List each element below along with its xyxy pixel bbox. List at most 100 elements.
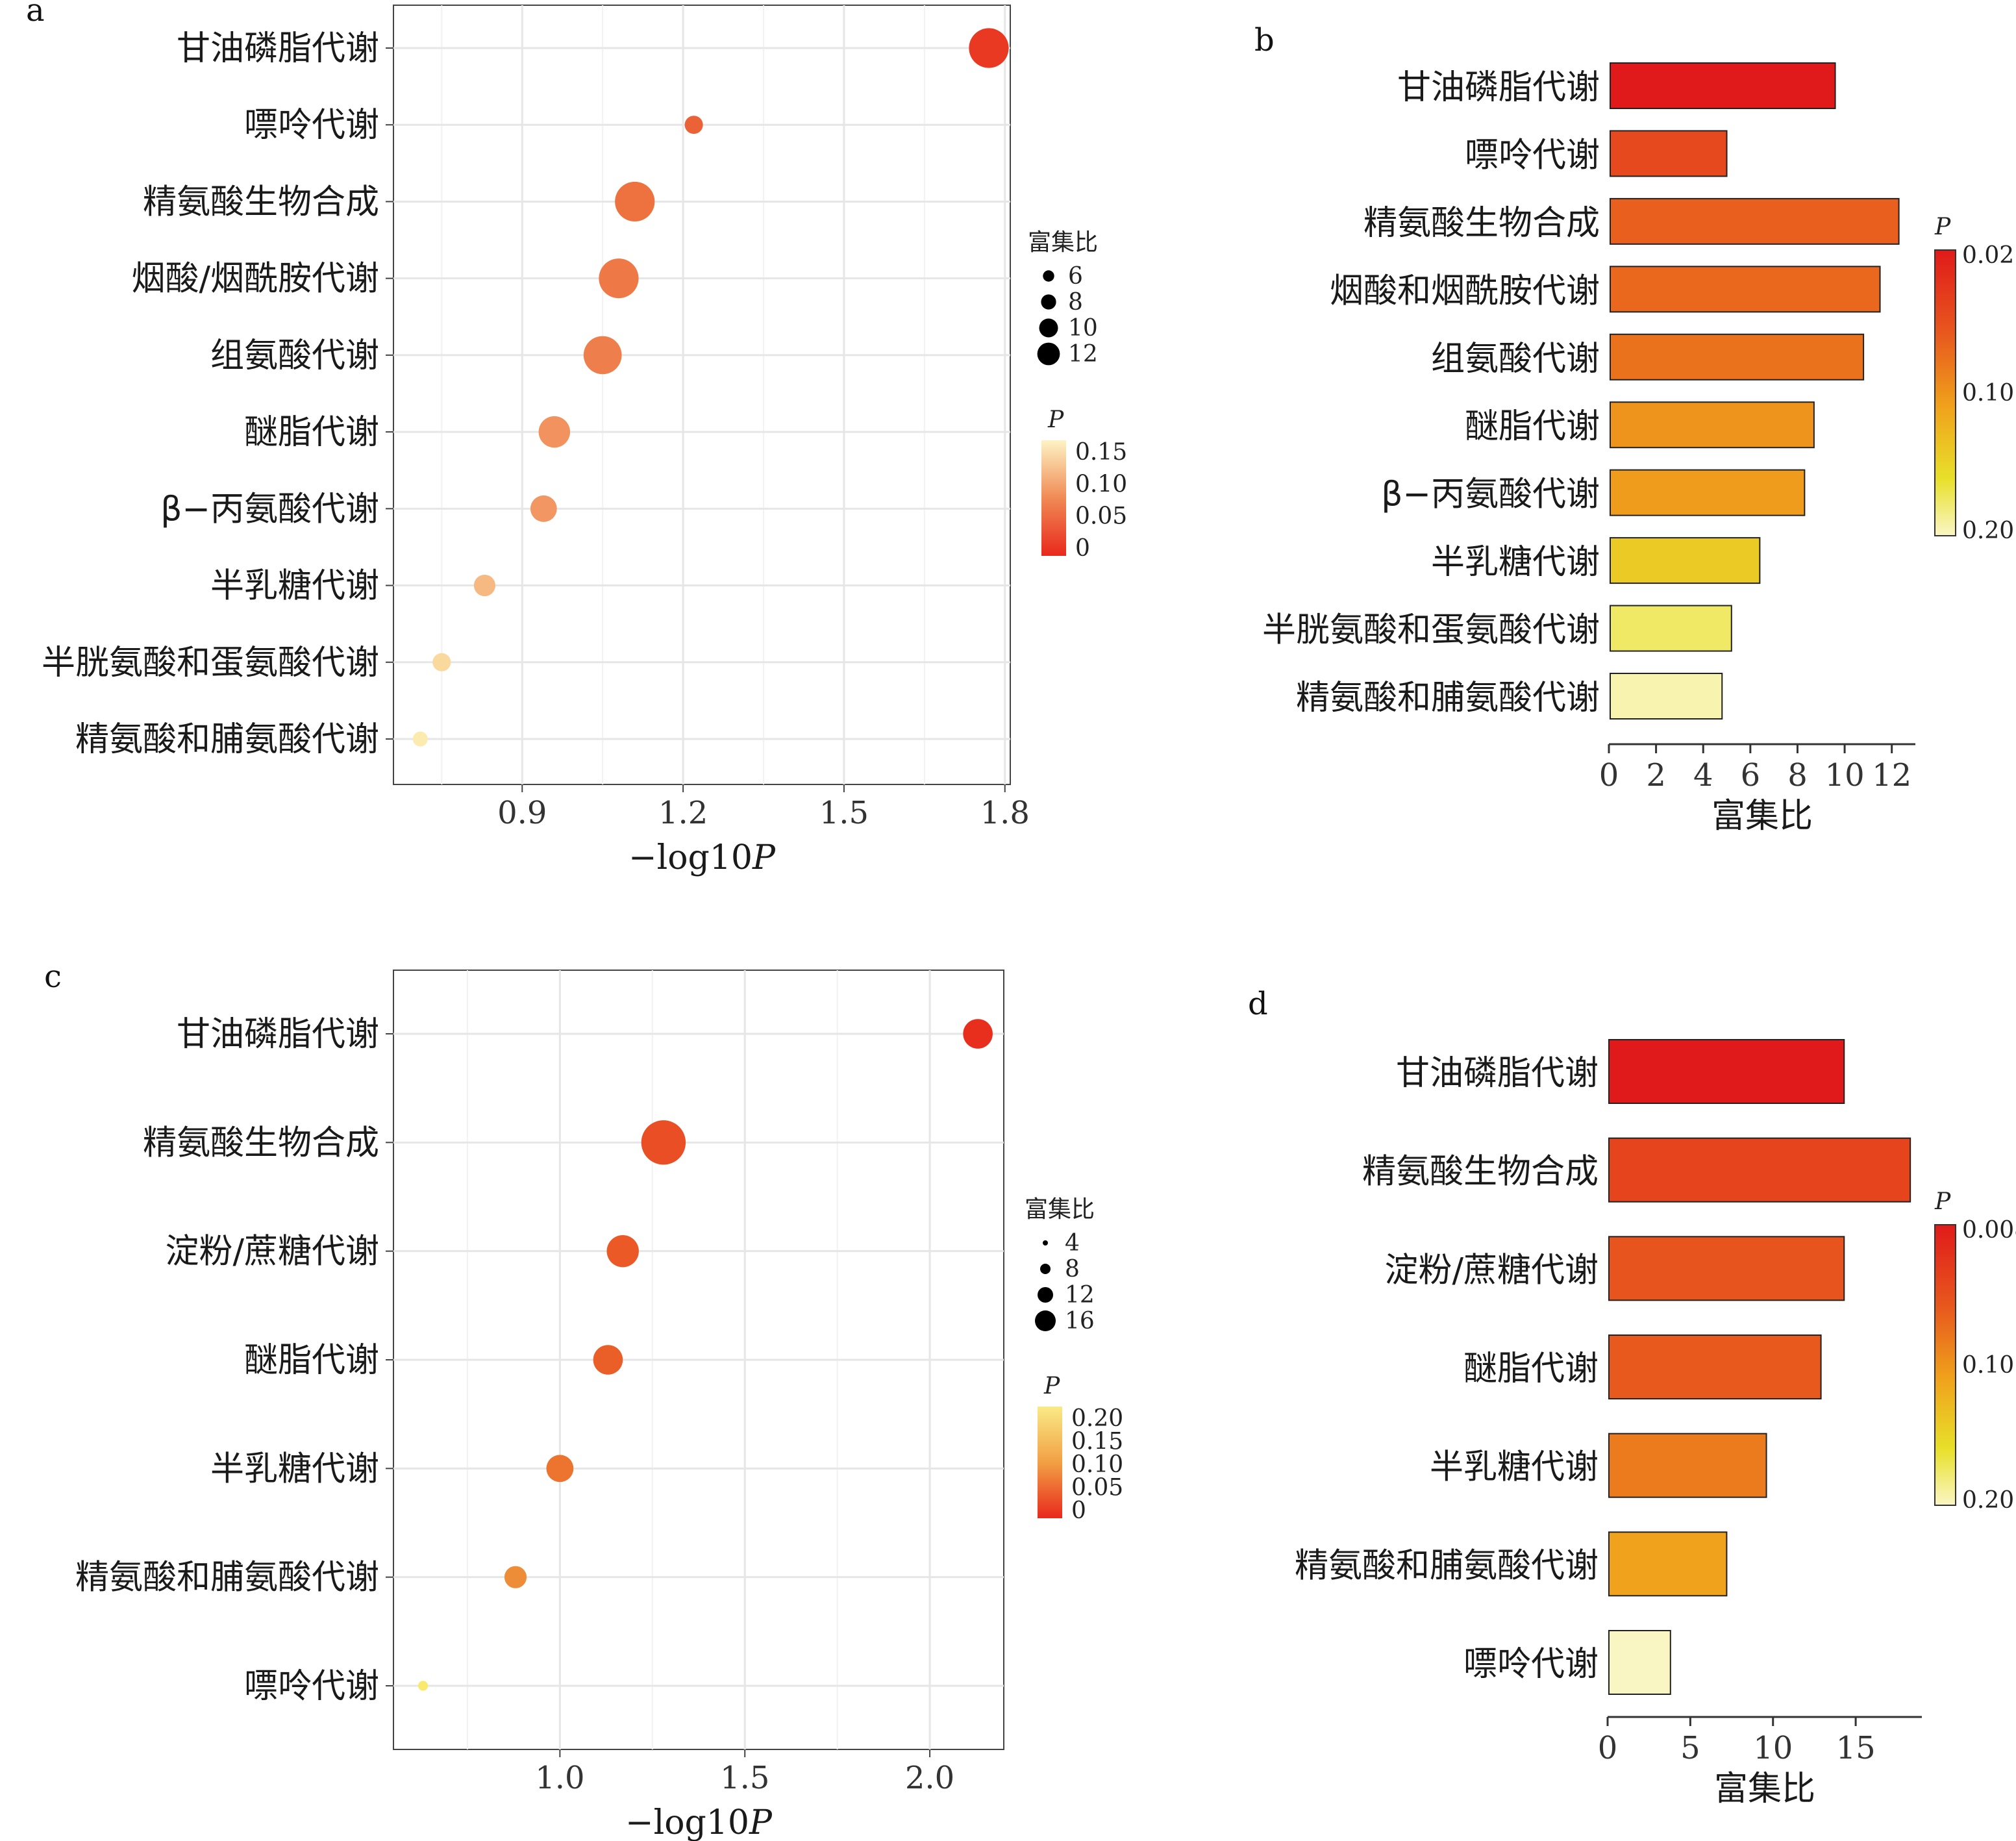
category-label: 组氨酸代谢	[1431, 340, 1600, 379]
category-label: 半胱氨酸和蛋氨酸代谢	[42, 644, 379, 683]
x-tick-label: 8	[1787, 757, 1808, 794]
data-point	[615, 181, 655, 222]
x-tick-label: 0	[1598, 1730, 1618, 1766]
data-point	[417, 1681, 429, 1691]
bar	[1610, 333, 1865, 381]
bar	[1610, 62, 1836, 109]
color-legend-tick: 0	[1071, 1497, 1086, 1524]
x-tick-label: 15	[1836, 1730, 1876, 1766]
category-label: 精氨酸生物合成	[1363, 204, 1600, 243]
panel-label-a: a	[26, 0, 45, 29]
x-tick-label: 4	[1693, 757, 1713, 794]
data-point	[432, 653, 451, 671]
color-legend-title: P	[1047, 407, 1064, 433]
bar	[1610, 401, 1815, 449]
color-legend-tick: 0.10	[1962, 380, 2014, 407]
data-point	[583, 336, 622, 375]
x-tick-label: 10	[1753, 1730, 1793, 1766]
x-axis-label: 富集比	[1711, 797, 1813, 836]
category-label: 组氨酸代谢	[210, 336, 379, 375]
category-label: 烟酸和烟酰胺代谢	[1330, 271, 1600, 310]
color-legend-title: P	[1043, 1373, 1060, 1399]
category-label: 醚脂代谢	[244, 413, 379, 452]
color-legend-tick: 0.15	[1075, 439, 1127, 466]
data-point	[593, 1345, 623, 1375]
x-tick-label: 0	[1599, 757, 1619, 794]
category-label: 半乳糖代谢	[210, 567, 379, 606]
data-point	[684, 116, 703, 134]
bar	[1608, 1630, 1671, 1695]
bar	[1608, 1236, 1845, 1301]
x-tick-label: 1.5	[819, 795, 869, 831]
x-tick-label: 1.8	[980, 795, 1030, 831]
category-label: 半乳糖代谢	[1430, 1448, 1599, 1487]
data-point	[606, 1234, 639, 1268]
color-legend-tick: 0.20	[1071, 1405, 1123, 1432]
size-legend-dot	[1037, 342, 1060, 366]
color-legend-tick: 0	[1075, 535, 1090, 562]
data-point	[504, 1566, 527, 1588]
category-label: 精氨酸生物合成	[143, 182, 379, 221]
bar	[1608, 1039, 1845, 1104]
x-axis-label-italic: P	[749, 1803, 773, 1841]
x-axis-label-text: −log10	[628, 838, 753, 877]
x-axis-label: 富集比	[1714, 1770, 1815, 1809]
panel-label-b: b	[1254, 22, 1275, 58]
category-label: 精氨酸和脯氨酸代谢	[1295, 1546, 1599, 1585]
x-tick-label: 1.5	[720, 1760, 769, 1796]
data-point	[641, 1120, 686, 1165]
bar-chart-d: 甘油磷脂代谢精氨酸生物合成淀粉/蔗糖代谢醚脂代谢半乳糖代谢精氨酸和脯氨酸代谢嘌呤…	[1295, 1039, 2016, 1809]
color-legend-tick: 0.10	[1962, 1352, 2014, 1379]
bar	[1610, 197, 1900, 245]
category-label: 醚脂代谢	[1465, 407, 1600, 446]
size-legend-dot	[1035, 1310, 1056, 1331]
x-tick-label: 0.9	[497, 795, 547, 831]
panel-label-c: c	[44, 958, 62, 995]
color-legend-bar	[1041, 440, 1066, 556]
color-legend-tick: 0.15	[1071, 1429, 1123, 1455]
category-label: 半乳糖代谢	[210, 1449, 379, 1488]
x-tick-label: 1.0	[535, 1760, 584, 1796]
color-legend-tick: 0.20	[1962, 518, 2014, 544]
category-label: 精氨酸和脯氨酸代谢	[1296, 679, 1600, 718]
category-label: 精氨酸生物合成	[143, 1123, 379, 1162]
bar	[1608, 1531, 1728, 1597]
category-label: 嘌呤代谢	[244, 1667, 379, 1706]
color-legend-bar	[1934, 249, 1956, 536]
category-label: 醚脂代谢	[1463, 1349, 1599, 1388]
data-point	[412, 731, 428, 747]
size-legend-value: 16	[1065, 1308, 1095, 1334]
color-legend-tick: 0.10	[1075, 471, 1127, 497]
panel-label-d: d	[1248, 986, 1268, 1022]
category-label: 甘油磷脂代谢	[177, 1015, 379, 1054]
x-axis-label-text: −log10	[625, 1803, 749, 1841]
data-point	[473, 574, 496, 597]
category-label: 半乳糖代谢	[1431, 543, 1600, 582]
x-axis-label-italic: P	[752, 838, 776, 877]
category-label: 嘌呤代谢	[1463, 1645, 1599, 1684]
category-label: 甘油磷脂代谢	[1396, 1054, 1599, 1093]
x-tick-label: 12	[1872, 757, 1911, 794]
size-legend-dot	[1043, 1240, 1048, 1246]
category-label: 嘌呤代谢	[1465, 136, 1600, 175]
size-legend-title: 富集比	[1028, 229, 1098, 256]
color-legend-tick: 0.05	[1071, 1475, 1123, 1501]
data-point	[969, 28, 1009, 68]
category-label: 甘油磷脂代谢	[177, 29, 379, 68]
category-label: 甘油磷脂代谢	[1397, 68, 1600, 107]
color-legend-tick: 0.20	[1962, 1487, 2014, 1514]
color-legend-tick: 0.008	[1962, 1217, 2016, 1244]
bar	[1610, 605, 1732, 652]
x-tick-label: 2.0	[905, 1760, 954, 1796]
size-legend-value: 8	[1068, 289, 1083, 316]
x-tick-label: 10	[1825, 757, 1865, 794]
category-label: 烟酸/烟酰胺代谢	[131, 260, 379, 299]
size-legend-dot	[1038, 1287, 1053, 1303]
color-legend-bar	[1038, 1407, 1062, 1518]
size-legend-value: 6	[1068, 263, 1083, 290]
size-legend-dot	[1040, 1264, 1051, 1274]
bar	[1610, 130, 1728, 177]
